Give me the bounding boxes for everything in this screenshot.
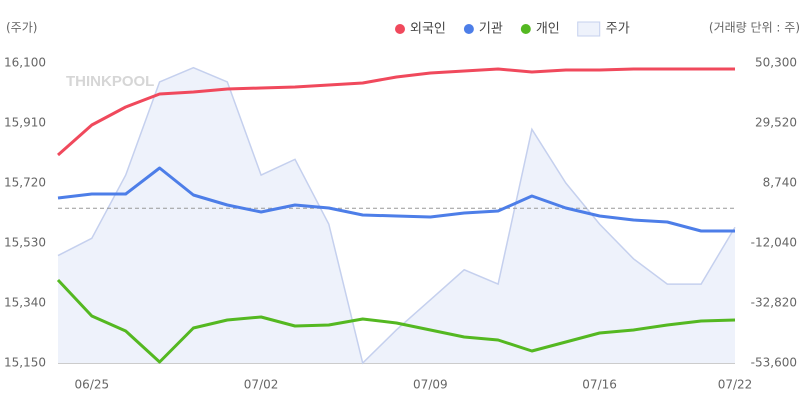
price-line <box>57 66 736 365</box>
series-line <box>57 166 735 233</box>
price-area <box>58 67 735 363</box>
y2-tick-label: -53,600 <box>751 356 797 370</box>
x-tick-label: 07/22 <box>718 378 753 392</box>
y2-tick-label: 29,520 <box>755 116 797 130</box>
y-tick-label: 16,100 <box>4 56 46 70</box>
legend-swatch <box>520 24 531 34</box>
y2-tick-label: 50,300 <box>755 56 797 70</box>
legend-item: 기관 <box>463 22 503 37</box>
x-tick-label: 07/16 <box>582 378 617 392</box>
legend-item: 개인 <box>520 22 560 37</box>
legend-item: 주가 <box>577 21 630 37</box>
legend-swatch <box>463 24 474 34</box>
legend-label: 외국인 <box>410 22 446 37</box>
y-tick-label: 15,150 <box>4 356 46 370</box>
legend-swatch <box>577 21 601 37</box>
y2-tick-label: 8,740 <box>763 176 797 190</box>
watermark: THINKPOOL <box>66 73 154 90</box>
legend-label: 주가 <box>606 22 630 37</box>
y-tick-label: 15,720 <box>4 176 46 190</box>
y-tick-label: 15,530 <box>4 236 46 250</box>
x-tick-label: 06/25 <box>75 378 110 392</box>
y-tick-label: 15,340 <box>4 296 46 310</box>
series-line <box>56 278 736 364</box>
y-axis-label: (주가) <box>6 21 37 35</box>
y2-axis-label: (거래량 단위 : 주) <box>709 21 800 35</box>
x-tick-label: 07/09 <box>413 378 448 392</box>
legend-label: 개인 <box>536 22 560 37</box>
y2-tick-label: -12,040 <box>751 236 797 250</box>
legend-swatch <box>395 24 405 34</box>
y2-tick-label: -32,820 <box>751 296 797 310</box>
y-tick-label: 15,910 <box>4 116 46 130</box>
x-tick-label: 07/02 <box>244 378 279 392</box>
series-line <box>57 67 735 157</box>
legend-label: 기관 <box>479 22 503 37</box>
legend-item: 외국인 <box>395 22 446 37</box>
